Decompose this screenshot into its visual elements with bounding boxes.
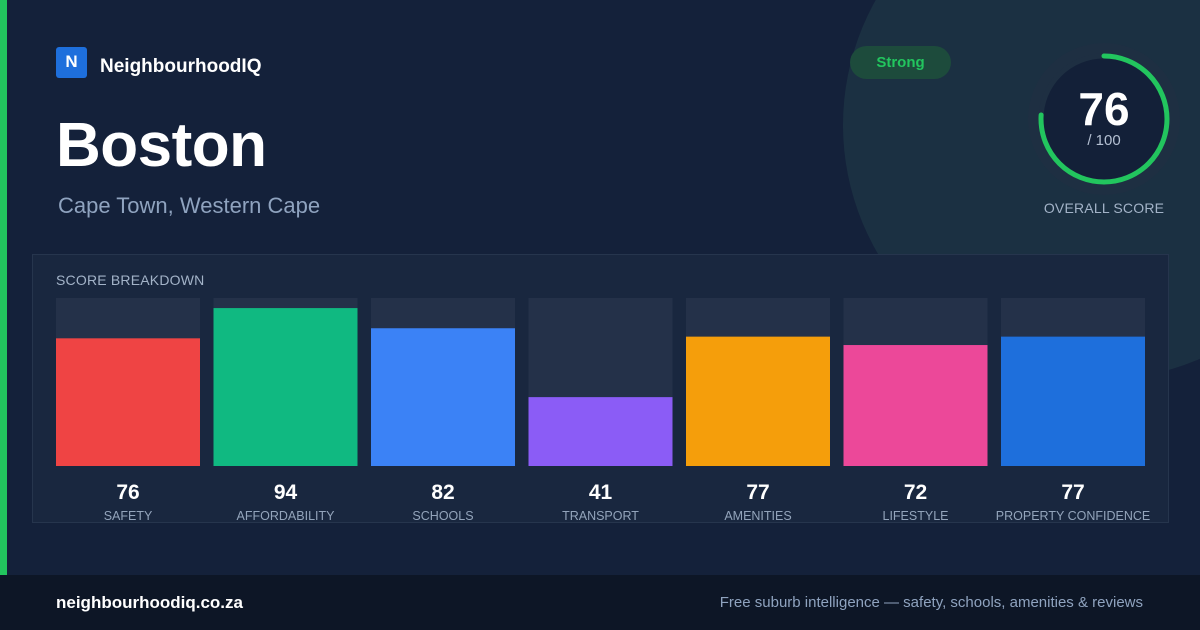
score-ring-progress [1038,53,1170,185]
brand-logo: N [56,46,87,78]
bar-value-property-confidence: 77 [1061,481,1084,504]
footer-tagline: Free suburb intelligence — safety, schoo… [719,594,1143,611]
bar-schools [371,328,515,466]
bar-value-amenities: 77 [746,481,769,504]
overall-score-max: / 100 [1087,132,1121,149]
breakdown-title: SCORE BREAKDOWN [56,272,205,288]
bar-value-transport: 41 [589,481,613,504]
footer-url[interactable]: neighbourhoodiq.co.za [56,593,243,612]
bar-label-lifestyle: LIFESTYLE [883,509,949,523]
bar-label-property-confidence: PROPERTY CONFIDENCE [996,509,1150,523]
overall-score-label: OVERALL SCORE [1043,200,1165,216]
bar-amenities [686,336,830,466]
bar-label-schools: SCHOOLS [412,509,473,523]
footer [0,575,1200,630]
suburb-title: Boston [56,111,267,180]
bar-label-transport: TRANSPORT [562,509,639,523]
bar-affordability [213,308,358,466]
score-breakdown-chart: 76 SAFETY 94 AFFORDABILITY 82 SCHOOLS 41 TRANSP… [56,298,1150,523]
suburb-location: Cape Town, Western Cape [58,193,321,218]
overall-score-ring [1028,43,1180,195]
bar-safety [56,338,200,466]
bar-lifestyle [843,345,988,466]
rating-badge: Strong [850,46,951,79]
brand[interactable]: N NeighbourhoodIQ [56,46,261,78]
accent-bar [0,0,7,575]
bar-value-schools: 82 [431,481,454,504]
bar-label-safety: SAFETY [104,509,153,523]
bar-label-amenities: AMENITIES [724,509,791,523]
bar-value-safety: 76 [116,481,139,504]
bar-value-lifestyle: 72 [904,481,927,504]
bar-value-affordability: 94 [274,481,298,504]
bar-label-affordability: AFFORDABILITY [237,509,336,523]
overall-score-value: 76 [1078,83,1130,135]
bar-property-confidence [1001,336,1145,466]
bar-transport [528,397,673,466]
share-card: N NeighbourhoodIQ Boston Cape Town, West… [0,0,1200,575]
brand-name: NeighbourhoodIQ [100,56,262,77]
